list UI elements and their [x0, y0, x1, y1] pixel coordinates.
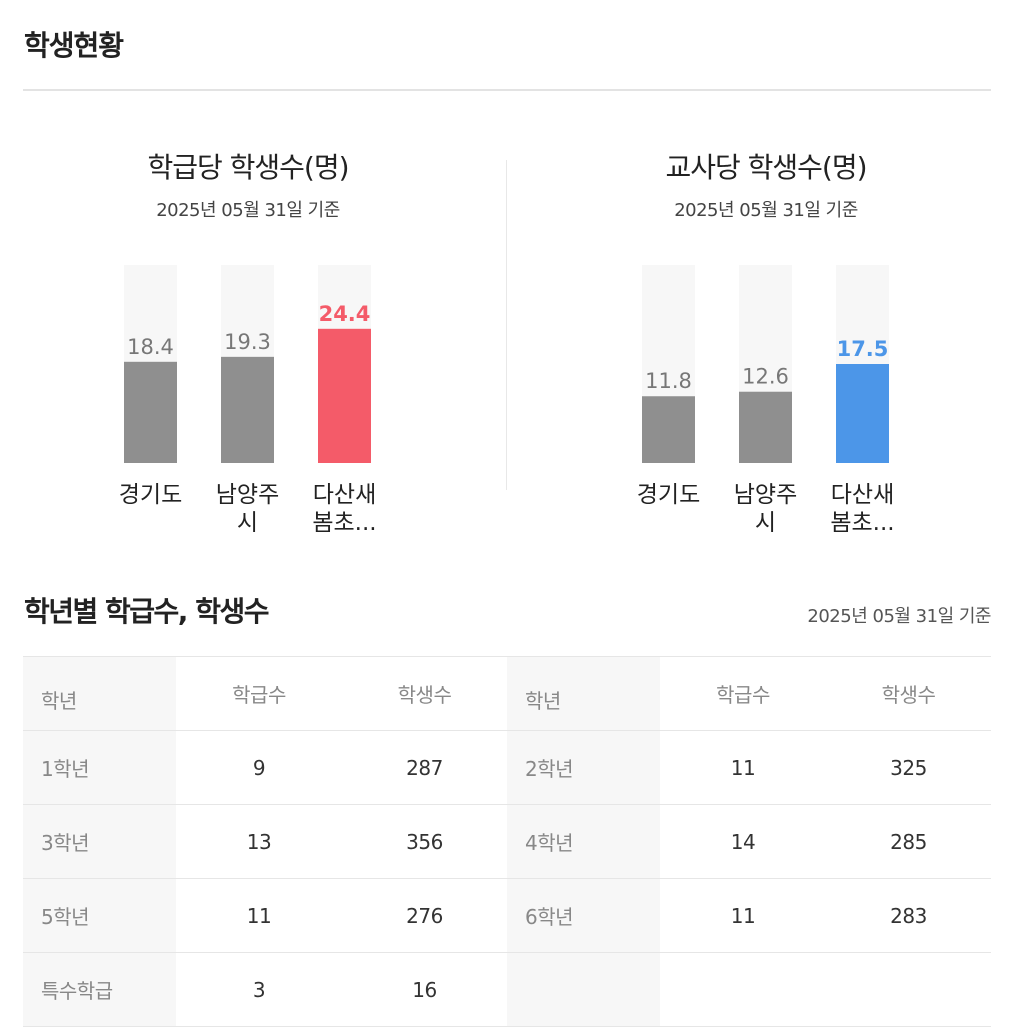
data-label: 24.4 — [319, 302, 371, 326]
grade-cell: 2학년 — [507, 730, 660, 805]
bar — [221, 356, 274, 463]
students-cell: 325 — [826, 730, 991, 805]
students-cell: 287 — [342, 730, 507, 805]
classes-cell: 14 — [660, 804, 826, 879]
category-label: 남양주 — [734, 482, 797, 508]
classes-cell: 11 — [176, 878, 342, 953]
classes-cell: 3 — [176, 952, 342, 1027]
grade-cell: 1학년 — [23, 730, 176, 805]
bar — [124, 361, 177, 463]
category-label: 시 — [755, 510, 776, 536]
category-label: 남양주 — [216, 482, 279, 508]
grade-cell: 5학년 — [23, 878, 176, 953]
bar — [318, 328, 371, 463]
bar — [739, 391, 792, 463]
grade-cell: 3학년 — [23, 804, 176, 879]
classes-cell: 11 — [660, 730, 826, 805]
students-cell: 276 — [342, 878, 507, 953]
header-classes: 학급수 — [176, 656, 342, 731]
category-label: 시 — [237, 510, 258, 536]
bar — [836, 364, 889, 463]
section-title: 학생현황 — [24, 29, 124, 62]
table-row: 1학년 9 287 2학년 11 325 — [23, 730, 991, 805]
chart-title: 학급당 학생수(명) — [147, 151, 349, 184]
classes-cell: 13 — [176, 804, 342, 879]
table-row: 3학년 13 356 4학년 14 285 — [23, 804, 991, 879]
grade-cell: 특수학급 — [23, 952, 176, 1027]
bar — [642, 396, 695, 463]
header-classes: 학급수 — [660, 656, 826, 731]
students-cell: 16 — [342, 952, 507, 1027]
category-label: 봄초... — [830, 510, 894, 536]
chart-date: 2025년 05월 31일 기준 — [156, 200, 340, 221]
category-label: 다산새 — [313, 482, 376, 508]
table-header-row: 학년 학급수 학생수 학년 학급수 학생수 — [23, 656, 991, 731]
data-label: 19.3 — [224, 330, 271, 354]
header-grade: 학년 — [23, 656, 176, 731]
grade-cell: 6학년 — [507, 878, 660, 953]
students-cell: 285 — [826, 804, 991, 879]
grade-table-date: 2025년 05월 31일 기준 — [807, 606, 991, 627]
data-label: 11.8 — [645, 369, 692, 393]
data-label: 12.6 — [742, 365, 789, 389]
teacher-ratio-chart: 교사당 학생수(명) 2025년 05월 31일 기준 11.8 경기도 12.6 남… — [531, 140, 1001, 540]
students-cell: 356 — [342, 804, 507, 879]
top-divider — [23, 89, 991, 91]
header-students: 학생수 — [342, 656, 507, 731]
grade-cell: 4학년 — [507, 804, 660, 879]
table-row: 특수학급 3 16 — [23, 952, 991, 1027]
classes-cell — [660, 952, 826, 1027]
classes-cell: 11 — [660, 878, 826, 953]
header-students: 학생수 — [826, 656, 991, 731]
grade-cell — [507, 952, 660, 1027]
grade-table-title: 학년별 학급수, 학생수 — [24, 595, 269, 628]
category-label: 봄초... — [312, 510, 376, 536]
classes-cell: 9 — [176, 730, 342, 805]
category-label: 다산새 — [831, 482, 894, 508]
data-label: 18.4 — [127, 335, 174, 359]
chart-title: 교사당 학생수(명) — [665, 151, 867, 184]
class-size-chart: 학급당 학생수(명) 2025년 05월 31일 기준 18.4 경기도 19.3 남… — [13, 140, 483, 540]
category-label: 경기도 — [637, 482, 700, 508]
data-label: 17.5 — [837, 337, 889, 361]
category-label: 경기도 — [119, 482, 182, 508]
header-grade: 학년 — [507, 656, 660, 731]
students-cell — [826, 952, 991, 1027]
chart-divider — [506, 160, 507, 490]
students-cell: 283 — [826, 878, 991, 953]
chart-date: 2025년 05월 31일 기준 — [674, 200, 858, 221]
grade-table: 학년 학급수 학생수 학년 학급수 학생수 1학년 9 287 2학년 11 3… — [23, 656, 991, 1027]
table-row: 5학년 11 276 6학년 11 283 — [23, 878, 991, 953]
